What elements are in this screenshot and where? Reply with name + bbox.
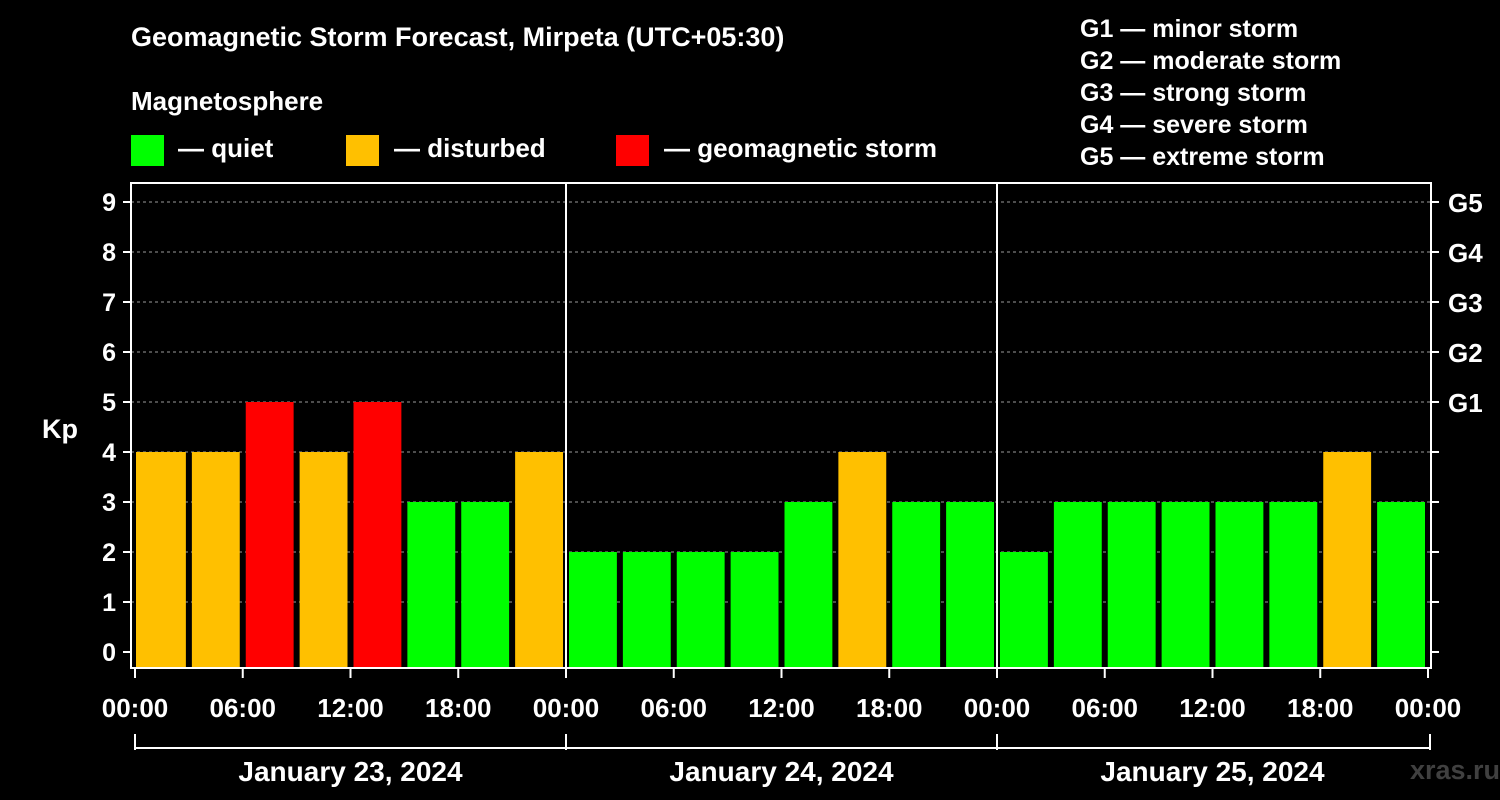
y-axis-label: Kp — [42, 414, 78, 444]
x-tick-label: 00:00 — [964, 693, 1031, 723]
x-tick-label: 06:00 — [641, 693, 708, 723]
x-tick-label: 06:00 — [210, 693, 277, 723]
x-tick-label: 12:00 — [1179, 693, 1246, 723]
kp-bar — [299, 452, 348, 668]
x-tick-label: 18:00 — [1287, 693, 1354, 723]
y-tick-label: 4 — [102, 439, 116, 467]
kp-bar — [515, 452, 563, 668]
legend-label-storm: — geomagnetic storm — [664, 133, 938, 163]
storm-level-g5: G5 — extreme storm — [1080, 143, 1325, 171]
legend-label-disturbed: — disturbed — [394, 133, 546, 163]
day-label: January 23, 2024 — [238, 756, 463, 787]
y-tick-label: 9 — [102, 189, 116, 217]
kp-bar — [1269, 502, 1318, 668]
right-tick-label: G4 — [1448, 238, 1483, 268]
kp-bar — [407, 502, 456, 668]
kp-bar — [191, 452, 240, 668]
kp-bar — [730, 552, 779, 668]
kp-bar — [676, 552, 725, 668]
kp-bar — [461, 502, 510, 668]
y-tick-label: 0 — [102, 639, 116, 667]
x-tick-label: 18:00 — [856, 693, 923, 723]
kp-bar — [622, 552, 671, 668]
x-tick-label: 00:00 — [1395, 693, 1462, 723]
kp-bar — [1377, 502, 1425, 668]
x-tick-label: 12:00 — [748, 693, 815, 723]
storm-level-g4: G4 — severe storm — [1080, 111, 1308, 139]
storm-level-g1: G1 — minor storm — [1080, 15, 1299, 43]
kp-bar — [1323, 452, 1372, 668]
kp-bar — [136, 452, 186, 668]
day-label: January 24, 2024 — [669, 756, 894, 787]
y-tick-label: 5 — [102, 389, 116, 417]
storm-level-g3: G3 — strong storm — [1080, 79, 1307, 107]
kp-bar — [1053, 502, 1102, 668]
x-tick-label: 00:00 — [102, 693, 169, 723]
x-tick-label: 06:00 — [1072, 693, 1139, 723]
x-tick-label: 18:00 — [425, 693, 492, 723]
kp-bar — [1161, 502, 1210, 668]
kp-bar — [1000, 552, 1048, 668]
legend-label-quiet: — quiet — [178, 133, 274, 163]
y-tick-label: 2 — [102, 539, 116, 567]
kp-bar — [892, 502, 941, 668]
x-tick-label: 12:00 — [317, 693, 384, 723]
kp-bar — [838, 452, 887, 668]
y-tick-label: 6 — [102, 339, 116, 367]
legend-title: Magnetosphere — [131, 86, 324, 116]
kp-bar — [1215, 502, 1264, 668]
kp-bar — [946, 502, 994, 668]
y-tick-label: 1 — [102, 589, 116, 617]
right-tick-label: G1 — [1448, 388, 1483, 418]
kp-bar — [353, 402, 402, 668]
kp-bar — [245, 402, 294, 668]
kp-bar — [1107, 502, 1156, 668]
legend-swatch-quiet — [131, 135, 164, 166]
kp-bar — [784, 502, 833, 668]
right-tick-label: G5 — [1448, 188, 1483, 218]
kp-bar — [569, 552, 617, 668]
day-label: January 25, 2024 — [1100, 756, 1325, 787]
x-tick-label: 00:00 — [533, 693, 600, 723]
legend-swatch-disturbed — [346, 135, 379, 166]
legend-swatch-storm — [616, 135, 649, 166]
right-tick-label: G2 — [1448, 338, 1483, 368]
y-tick-label: 8 — [102, 239, 116, 267]
watermark: xras.ru — [1409, 755, 1500, 785]
storm-level-g2: G2 — moderate storm — [1080, 47, 1342, 75]
right-tick-label: G3 — [1448, 288, 1483, 318]
chart-title: Geomagnetic Storm Forecast, Mirpeta (UTC… — [131, 22, 785, 52]
y-tick-label: 3 — [102, 489, 116, 517]
y-tick-label: 7 — [102, 289, 116, 317]
